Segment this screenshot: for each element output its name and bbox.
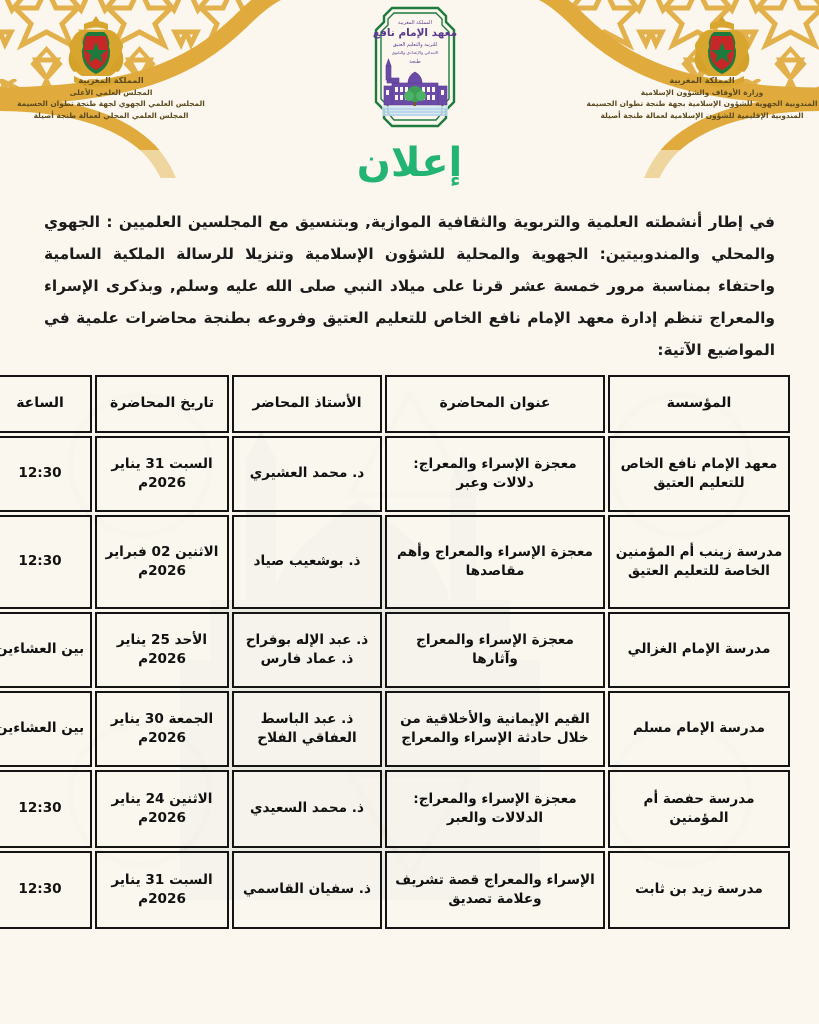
right-org-line-2: وزارة الأوقاف والشؤون الإسلامية xyxy=(640,87,764,97)
moroccan-coat-of-arms-icon xyxy=(68,16,124,87)
cell-lecturer: ذ. عبد الباسط العفاقي الفلاح xyxy=(232,691,382,767)
right-org-line-4: المندوبية الإقليمية للشؤون الإسلامية لعم… xyxy=(600,110,804,120)
table-header-row: المؤسسة عنوان المحاضرة الأستاذ المحاضر ت… xyxy=(0,375,790,433)
cell-lecture-title: معجزة الإسراء والمعراج وآثارها xyxy=(385,612,605,688)
cell-time: 12:30 xyxy=(0,851,92,929)
cell-institution: معهد الإمام نافع الخاص للتعليم العتيق xyxy=(608,436,790,512)
right-org-line-3: المندوبية الجهوية للشؤون الإسلامية بجهة … xyxy=(586,99,818,109)
cell-time: 12:30 xyxy=(0,770,92,848)
cell-lecture-title: القيم الإيمانية والأخلاقية من خلال حادثة… xyxy=(385,691,605,767)
left-org-line-4: المجلس العلمي المحلي لعمالة طنجة أصيلة xyxy=(33,110,189,120)
cell-lecture-title: معجزة الإسراء والمعراج وأهم مقاصدها xyxy=(385,515,605,609)
cell-time: بين العشاءين xyxy=(0,691,92,767)
cell-lecture-title: الإسراء والمعراج قصة تشريف وعلامة تصديق xyxy=(385,851,605,929)
table-row: مدرسة الإمام مسلم القيم الإيمانية والأخل… xyxy=(0,691,790,767)
svg-text:طنجة: طنجة xyxy=(409,59,420,65)
cell-institution: مدرسة زيد بن ثابت xyxy=(608,851,790,929)
left-org-line-3: المجلس العلمي الجهوي لجهة طنجة تطوان الح… xyxy=(17,99,205,109)
cell-lecturer: ذ. بوشعيب صياد xyxy=(232,515,382,609)
page-title: إعلان xyxy=(356,140,463,186)
cell-date: الاثنين 02 فبراير 2026م xyxy=(95,515,229,609)
cell-date: السبت 31 يناير 2026م xyxy=(95,436,229,512)
cell-institution: مدرسة زينب أم المؤمنين الخاصة للتعليم ال… xyxy=(608,515,790,609)
moroccan-coat-of-arms-icon xyxy=(694,16,750,87)
cell-date: الاثنين 24 يناير 2026م xyxy=(95,770,229,848)
left-org-line-1: المملكة المغربية xyxy=(78,75,144,85)
right-organization-text: المملكة المغربية وزارة الأوقاف والشؤون ا… xyxy=(585,74,819,121)
table-row: مدرسة زيد بن ثابت الإسراء والمعراج قصة ت… xyxy=(0,851,790,929)
svg-text:الابتدائي والإعدادي والثانوي: الابتدائي والإعدادي والثانوي xyxy=(392,50,439,56)
cell-time: 12:30 xyxy=(0,515,92,609)
cell-lecturer: ذ. عبد الإله بوفراح ذ. عماد فارس xyxy=(232,612,382,688)
column-header-institution: المؤسسة xyxy=(608,375,790,433)
cell-date: الأحد 25 يناير 2026م xyxy=(95,612,229,688)
left-organization-text: المملكة المغربية المجلس العلمي الأعلى ال… xyxy=(0,74,222,121)
cell-lecturer: د. محمد العشيري xyxy=(232,436,382,512)
svg-text:للتربية والتعليم العتيق: للتربية والتعليم العتيق xyxy=(393,42,438,48)
cell-time: 12:30 xyxy=(0,436,92,512)
table-row: مدرسة الإمام الغزالي معجزة الإسراء والمع… xyxy=(0,612,790,688)
cell-time: بين العشاءين xyxy=(0,612,92,688)
table-row: مدرسة زينب أم المؤمنين الخاصة للتعليم ال… xyxy=(0,515,790,609)
cell-date: السبت 31 يناير 2026م xyxy=(95,851,229,929)
lectures-table-wrapper: المؤسسة عنوان المحاضرة الأستاذ المحاضر ت… xyxy=(0,372,793,932)
column-header-lecture-title: عنوان المحاضرة xyxy=(385,375,605,433)
cell-lecture-title: معجزة الإسراء والمعراج: دلالات وعبر xyxy=(385,436,605,512)
column-header-lecturer: الأستاذ المحاضر xyxy=(232,375,382,433)
cell-lecture-title: معجزة الإسراء والمعراج: الدلالات والعبر xyxy=(385,770,605,848)
svg-text:المملكة المغربية: المملكة المغربية xyxy=(398,20,432,26)
table-row: مدرسة حفصة أم المؤمنين معجزة الإسراء وال… xyxy=(0,770,790,848)
cell-institution: مدرسة الإمام مسلم xyxy=(608,691,790,767)
intro-paragraph: في إطار أنشطته العلمية والتربوية والثقاف… xyxy=(44,213,775,359)
column-header-time: الساعة xyxy=(0,375,92,433)
institute-emblem-icon: المملكة المغربية معهد الإمام نافع للتربي… xyxy=(373,6,457,128)
right-org-line-1: المملكة المغربية xyxy=(669,75,735,85)
cell-institution: مدرسة الإمام الغزالي xyxy=(608,612,790,688)
cell-institution: مدرسة حفصة أم المؤمنين xyxy=(608,770,790,848)
left-org-line-2: المجلس العلمي الأعلى xyxy=(69,87,153,97)
cell-lecturer: ذ. محمد السعيدي xyxy=(232,770,382,848)
cell-date: الجمعة 30 يناير 2026م xyxy=(95,691,229,767)
table-row: معهد الإمام نافع الخاص للتعليم العتيق مع… xyxy=(0,436,790,512)
tree-icon xyxy=(404,86,426,106)
cell-lecturer: ذ. سفيان القاسمي xyxy=(232,851,382,929)
svg-text:معهد الإمام نافع: معهد الإمام نافع xyxy=(373,27,457,39)
column-header-date: تاريخ المحاضرة xyxy=(95,375,229,433)
lectures-schedule-table: المؤسسة عنوان المحاضرة الأستاذ المحاضر ت… xyxy=(0,372,793,932)
